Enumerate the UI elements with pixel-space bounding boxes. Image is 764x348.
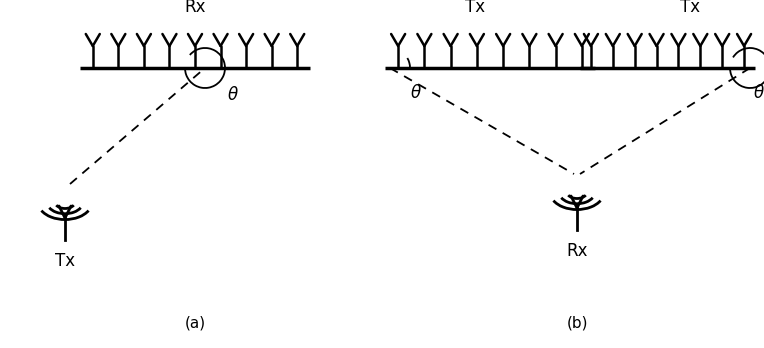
Text: (b): (b) xyxy=(566,315,588,330)
Text: Tx: Tx xyxy=(680,0,700,16)
Text: Rx: Rx xyxy=(184,0,206,16)
Text: $\theta$: $\theta$ xyxy=(410,84,422,102)
Text: Tx: Tx xyxy=(465,0,485,16)
Text: $\theta$: $\theta$ xyxy=(227,86,239,104)
Text: (a): (a) xyxy=(184,315,206,330)
Text: Tx: Tx xyxy=(55,252,75,270)
Text: Rx: Rx xyxy=(566,242,588,260)
Text: $\theta$: $\theta$ xyxy=(753,84,764,102)
